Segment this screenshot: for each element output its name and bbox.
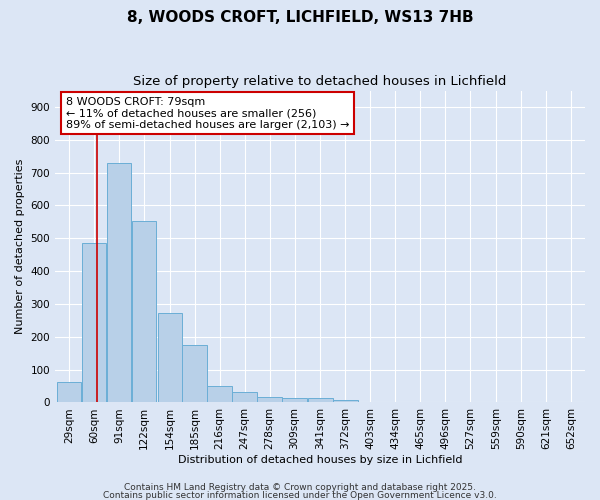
Bar [107, 163, 131, 402]
Bar [333, 400, 358, 402]
Bar [158, 313, 182, 402]
Bar [82, 243, 106, 402]
Title: Size of property relative to detached houses in Lichfield: Size of property relative to detached ho… [133, 75, 507, 88]
Bar [232, 392, 257, 402]
Bar [257, 396, 282, 402]
Y-axis label: Number of detached properties: Number of detached properties [15, 159, 25, 334]
Bar [182, 345, 207, 403]
Text: Contains HM Land Registry data © Crown copyright and database right 2025.: Contains HM Land Registry data © Crown c… [124, 484, 476, 492]
Text: Contains public sector information licensed under the Open Government Licence v3: Contains public sector information licen… [103, 490, 497, 500]
Bar [132, 221, 157, 402]
Bar [308, 398, 333, 402]
Bar [208, 386, 232, 402]
Bar [283, 398, 307, 402]
Bar [57, 382, 82, 402]
X-axis label: Distribution of detached houses by size in Lichfield: Distribution of detached houses by size … [178, 455, 462, 465]
Text: 8 WOODS CROFT: 79sqm
← 11% of detached houses are smaller (256)
89% of semi-deta: 8 WOODS CROFT: 79sqm ← 11% of detached h… [65, 97, 349, 130]
Text: 8, WOODS CROFT, LICHFIELD, WS13 7HB: 8, WOODS CROFT, LICHFIELD, WS13 7HB [127, 10, 473, 25]
